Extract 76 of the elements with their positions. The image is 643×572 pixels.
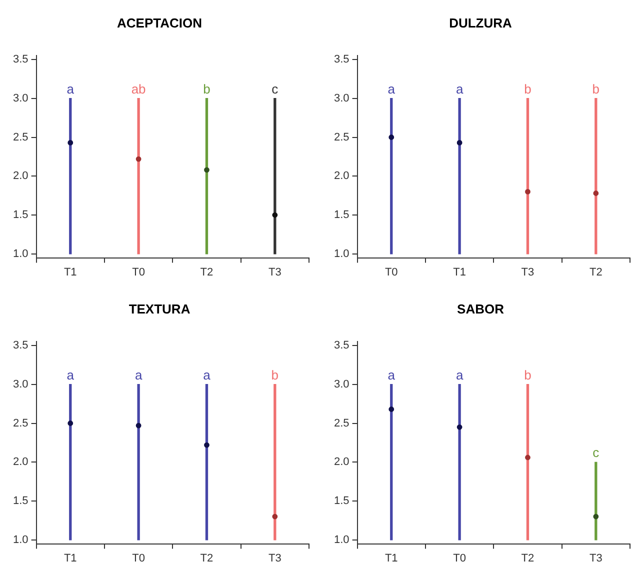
- point: [456, 140, 462, 146]
- x-tick-label: T3: [589, 552, 602, 564]
- y-tick-label: 2.0: [12, 456, 28, 468]
- x-tick-label: T2: [589, 266, 602, 278]
- chart-title: SABOR: [457, 301, 505, 316]
- annotation: c: [272, 81, 279, 96]
- annotation: b: [524, 81, 532, 96]
- y-tick-label: 1.5: [334, 495, 350, 508]
- x-tick-label: T3: [268, 266, 282, 278]
- point: [593, 514, 599, 520]
- x-tick-label: T3: [521, 266, 534, 278]
- annotation: b: [271, 367, 279, 382]
- annotation: a: [134, 367, 143, 382]
- y-tick-label: 1.5: [334, 209, 350, 222]
- y-tick-label: 3.0: [12, 378, 28, 390]
- y-tick-label: 3.0: [334, 378, 350, 390]
- point: [388, 406, 394, 412]
- y-tick-label: 3.0: [334, 92, 350, 104]
- chart-title: DULZURA: [449, 15, 513, 30]
- x-tick-label: T0: [453, 552, 466, 564]
- y-tick-label: 3.5: [334, 340, 350, 352]
- point: [204, 167, 210, 173]
- point: [136, 422, 142, 428]
- annotation: b: [524, 367, 532, 382]
- annotation: a: [388, 367, 396, 382]
- y-tick-label: 2.5: [12, 131, 28, 144]
- annotation: ab: [131, 81, 146, 96]
- point: [272, 514, 278, 520]
- chart-title: ACEPTACION: [117, 15, 202, 30]
- annotation: b: [592, 81, 600, 96]
- point: [388, 134, 394, 140]
- y-tick-label: 3.5: [12, 54, 28, 66]
- x-tick-label: T3: [268, 552, 282, 564]
- point: [525, 188, 530, 194]
- annotation: a: [456, 81, 464, 96]
- x-tick-label: T0: [132, 552, 145, 564]
- y-tick-label: 3.5: [334, 54, 350, 66]
- annotation: c: [592, 445, 600, 460]
- y-tick-label: 3.0: [12, 92, 28, 104]
- annotation: a: [66, 81, 75, 96]
- point: [525, 454, 530, 460]
- y-tick-label: 1.0: [334, 248, 350, 260]
- point: [204, 442, 210, 448]
- x-tick-label: T2: [521, 552, 534, 564]
- y-tick-label: 2.0: [334, 456, 350, 468]
- chart-title: TEXTURA: [128, 301, 191, 316]
- y-tick-label: 1.0: [12, 248, 28, 260]
- y-tick-label: 2.0: [334, 170, 350, 182]
- x-tick-label: T1: [384, 552, 398, 564]
- point: [593, 190, 599, 196]
- point: [136, 156, 142, 162]
- y-tick-label: 2.5: [334, 417, 350, 430]
- annotation: b: [203, 81, 210, 96]
- point: [272, 212, 278, 218]
- point: [456, 424, 462, 430]
- x-tick-label: T1: [64, 552, 77, 564]
- y-tick-label: 2.5: [12, 417, 28, 430]
- y-tick-label: 1.5: [12, 209, 28, 222]
- x-tick-label: T2: [200, 552, 214, 564]
- y-tick-label: 1.0: [334, 534, 350, 546]
- y-tick-label: 1.0: [12, 534, 28, 546]
- annotation: a: [203, 367, 212, 382]
- annotation: a: [456, 367, 464, 382]
- x-tick-label: T0: [384, 266, 398, 278]
- x-tick-label: T1: [453, 266, 466, 278]
- y-tick-label: 1.5: [12, 495, 28, 508]
- y-tick-label: 3.5: [12, 340, 28, 352]
- x-tick-label: T2: [200, 266, 214, 278]
- point: [68, 420, 74, 426]
- y-tick-label: 2.0: [12, 170, 28, 182]
- y-tick-label: 2.5: [334, 131, 350, 144]
- x-tick-label: T1: [64, 266, 77, 278]
- point: [68, 140, 74, 146]
- annotation: a: [388, 81, 396, 96]
- annotation: a: [66, 367, 75, 382]
- x-tick-label: T0: [132, 266, 145, 278]
